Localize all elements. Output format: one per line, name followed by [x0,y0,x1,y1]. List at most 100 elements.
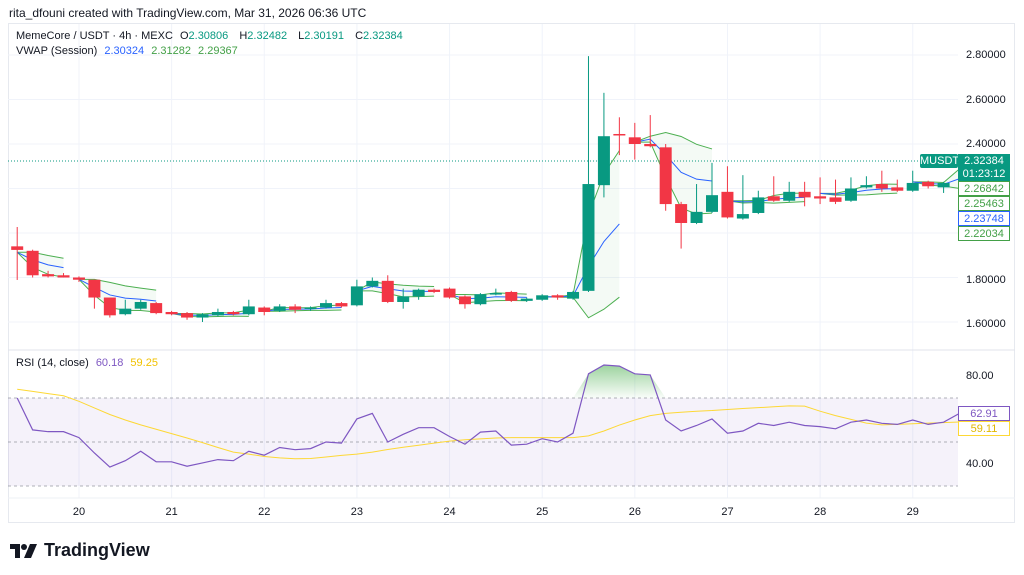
vwap-upper-band [634,132,713,150]
candle [659,144,672,211]
candle [814,177,827,205]
candle-body [690,211,703,223]
candle [227,310,240,316]
time-tick: 22 [258,506,271,518]
candle [165,310,178,316]
time-tick: 27 [721,506,734,518]
candle [520,297,533,302]
candle [211,308,224,317]
time-tick: 20 [72,506,86,518]
candle [644,115,657,148]
price-tick: 1.60000 [966,318,1006,330]
tradingview-logo[interactable]: TradingView [10,540,150,561]
candle-body [397,296,410,302]
candle [752,190,765,215]
candle [335,301,348,308]
tradingview-logo-icon [10,543,37,558]
symbol-title: MemeCore / USDT · 4h · MEXC [16,30,173,42]
candle-body [860,185,873,188]
brand-name: TradingView [44,540,150,560]
vwap-upper-band [17,251,64,259]
candle-body [644,144,657,147]
candle [320,299,332,309]
candle-body [26,250,39,276]
rsi-pane [8,364,960,487]
candle-body [505,291,518,301]
candle-body [613,133,626,136]
candle [567,290,580,300]
candle [829,179,842,205]
symbol-legend[interactable]: MemeCore / USDT · 4h · MEXC O2.30806 H2.… [16,30,403,42]
candle-body [844,188,857,201]
candle [196,313,209,322]
price-tick: 1.80000 [966,274,1006,286]
vwap-lines [16,132,960,319]
candle-body [42,274,55,277]
candle-body [829,197,842,202]
candle [458,295,471,309]
rsi-legend[interactable]: RSI (14, close) 60.18 59.25 [16,357,162,369]
candle-body [335,303,348,307]
candle [304,306,317,311]
vwap-line [634,138,713,182]
candle [26,249,39,278]
rsi-value: 60.18 [95,357,124,369]
candle [922,180,935,189]
candle-body [922,181,935,187]
candle [536,294,549,301]
candle-body [57,275,70,278]
candle-body [458,296,471,305]
rsi-tick: 40.00 [966,458,994,470]
band-axis-label: 2.25463 [958,196,1010,211]
candle-body [150,303,163,314]
candle-body [165,311,178,315]
candle-body [320,303,332,308]
candle [273,304,286,312]
vwap-legend[interactable]: VWAP (Session) 2.30324 2.31282 2.29367 [16,45,242,57]
price-tick: 2.80000 [966,49,1006,61]
rsi-ma-value: 59.25 [130,357,158,369]
candle-body [489,293,502,295]
candle [505,290,518,302]
candle-body [11,246,24,250]
candle-body [443,288,456,298]
candle [690,184,703,225]
candle-body [88,279,101,298]
candle-body [628,137,641,144]
candle-body [783,191,796,201]
candle [289,304,302,314]
candle-body [937,182,950,188]
time-tick: 26 [628,506,641,518]
candle [443,287,456,299]
candle-body [350,286,363,306]
vwap-line [912,178,960,185]
candle [242,299,255,316]
candle-body [72,277,85,280]
candle [474,293,487,306]
chart-frame [8,23,1015,523]
candle [103,297,116,318]
bar-countdown: 01:23:12 [962,168,1006,180]
candle [11,226,24,280]
candle-body [597,136,610,186]
vwap-line [16,251,64,269]
candle-body [227,311,240,315]
candle-body [273,306,286,311]
rsi-tick: 80.00 [966,370,994,382]
candle [350,279,363,307]
candle [582,56,595,292]
candle [937,181,950,193]
candle [783,181,796,202]
candle-body [119,308,132,315]
candle [88,279,101,309]
candle [798,181,811,207]
vwap-line [820,188,898,195]
candle [366,277,379,288]
candle [57,273,70,278]
candle [675,201,688,249]
price-tick: 2.40000 [966,138,1006,150]
last-price-label: 2.32384 01:23:12 [958,154,1010,181]
candle [597,92,610,198]
candle-body [891,187,904,191]
